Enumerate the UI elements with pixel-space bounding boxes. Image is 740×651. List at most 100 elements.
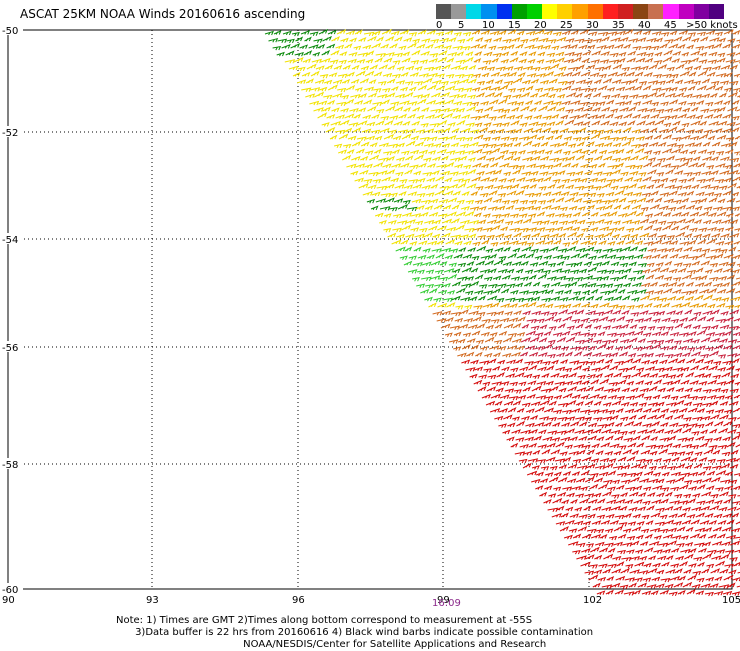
wind-barb [691,352,700,356]
wind-barb [570,116,579,120]
wind-barb [521,93,529,97]
wind-barb [410,228,418,232]
wind-barb [420,213,428,217]
wind-barb [688,332,696,336]
wind-barb [601,365,610,370]
wind-barb [649,387,657,391]
wind-barb [663,459,671,463]
wind-barb [612,158,620,162]
wind-barb [694,66,701,70]
wind-barb [667,467,675,471]
wind-barb [513,401,520,405]
wind-barb [444,100,453,104]
wind-barb [582,291,589,295]
wind-barb [561,192,569,196]
wind-barb [451,66,460,70]
wind-barb [697,180,705,184]
wind-barb [678,347,686,351]
wind-barb [519,60,526,64]
wind-barb [333,80,342,84]
wind-barb [586,297,593,301]
wind-barb [523,67,532,71]
wind-barb [473,150,482,154]
wind-barb [521,338,530,342]
wind-barb [533,129,541,133]
wind-barb [547,199,555,203]
wind-barb [470,282,478,286]
wind-barb [479,285,486,289]
wind-barb [555,382,565,386]
wind-barb [444,114,453,118]
wind-barb [368,107,376,111]
wind-barb [326,128,335,132]
wind-barb [434,130,443,134]
wind-barb [638,186,646,190]
wind-barb [497,373,504,377]
wind-barb [607,32,617,36]
wind-barb [665,507,673,511]
wind-barb [620,108,629,112]
wind-barb [388,234,396,238]
wind-barb [516,438,524,442]
wind-barb [577,388,586,392]
wind-barb [464,229,473,233]
wind-barb [661,488,668,492]
wind-barb [728,584,735,588]
wind-barb [427,86,436,91]
wind-barb [678,438,687,442]
wind-barb [469,297,476,301]
wind-barb [632,283,641,287]
wind-barb [621,325,628,329]
wind-barb [424,67,433,71]
wind-barb [604,66,611,70]
wind-barb [648,249,656,253]
wind-barb [569,529,577,533]
wind-barb [674,37,682,41]
wind-barb [580,499,588,503]
wind-barb [679,577,685,581]
wind-barb [588,423,596,427]
wind-barb [561,270,570,274]
wind-barb [675,324,683,328]
wind-barb [486,80,493,84]
wind-barb [612,170,621,174]
wind-barb [679,501,688,505]
wind-barb [513,78,522,83]
wind-barb [446,228,455,232]
wind-barb [526,87,532,91]
wind-barb [717,59,725,63]
wind-barb [554,241,561,245]
wind-barb [734,473,740,477]
wind-barb [705,439,713,443]
wind-barb [697,409,704,413]
wind-barb [703,234,710,238]
wind-barb [700,53,707,57]
wind-barb [687,271,695,275]
wind-barb [363,115,371,119]
longitude-tick-label: 102 [583,595,602,606]
wind-barb [674,415,683,419]
wind-barb [677,374,683,378]
wind-barb [422,262,431,266]
wind-barb [490,87,499,91]
wind-barb [711,171,718,175]
latitude-tick-label: -52 [2,128,18,139]
wind-barb [623,359,632,363]
wind-barb [661,579,670,583]
wind-barb [720,171,729,175]
wind-barb [701,109,709,113]
wind-barb [568,220,577,224]
wind-barb [611,495,619,499]
wind-barb [508,179,515,183]
wind-barb [715,488,723,492]
wind-barb [426,45,433,49]
wind-barb [585,248,594,252]
wind-barb [578,527,586,531]
wind-barb [560,129,568,133]
wind-barb [526,164,535,168]
wind-barb [666,403,676,407]
wind-barb [543,423,551,427]
wind-barb [722,361,731,365]
wind-barb [689,564,696,568]
wind-barb [509,318,518,322]
